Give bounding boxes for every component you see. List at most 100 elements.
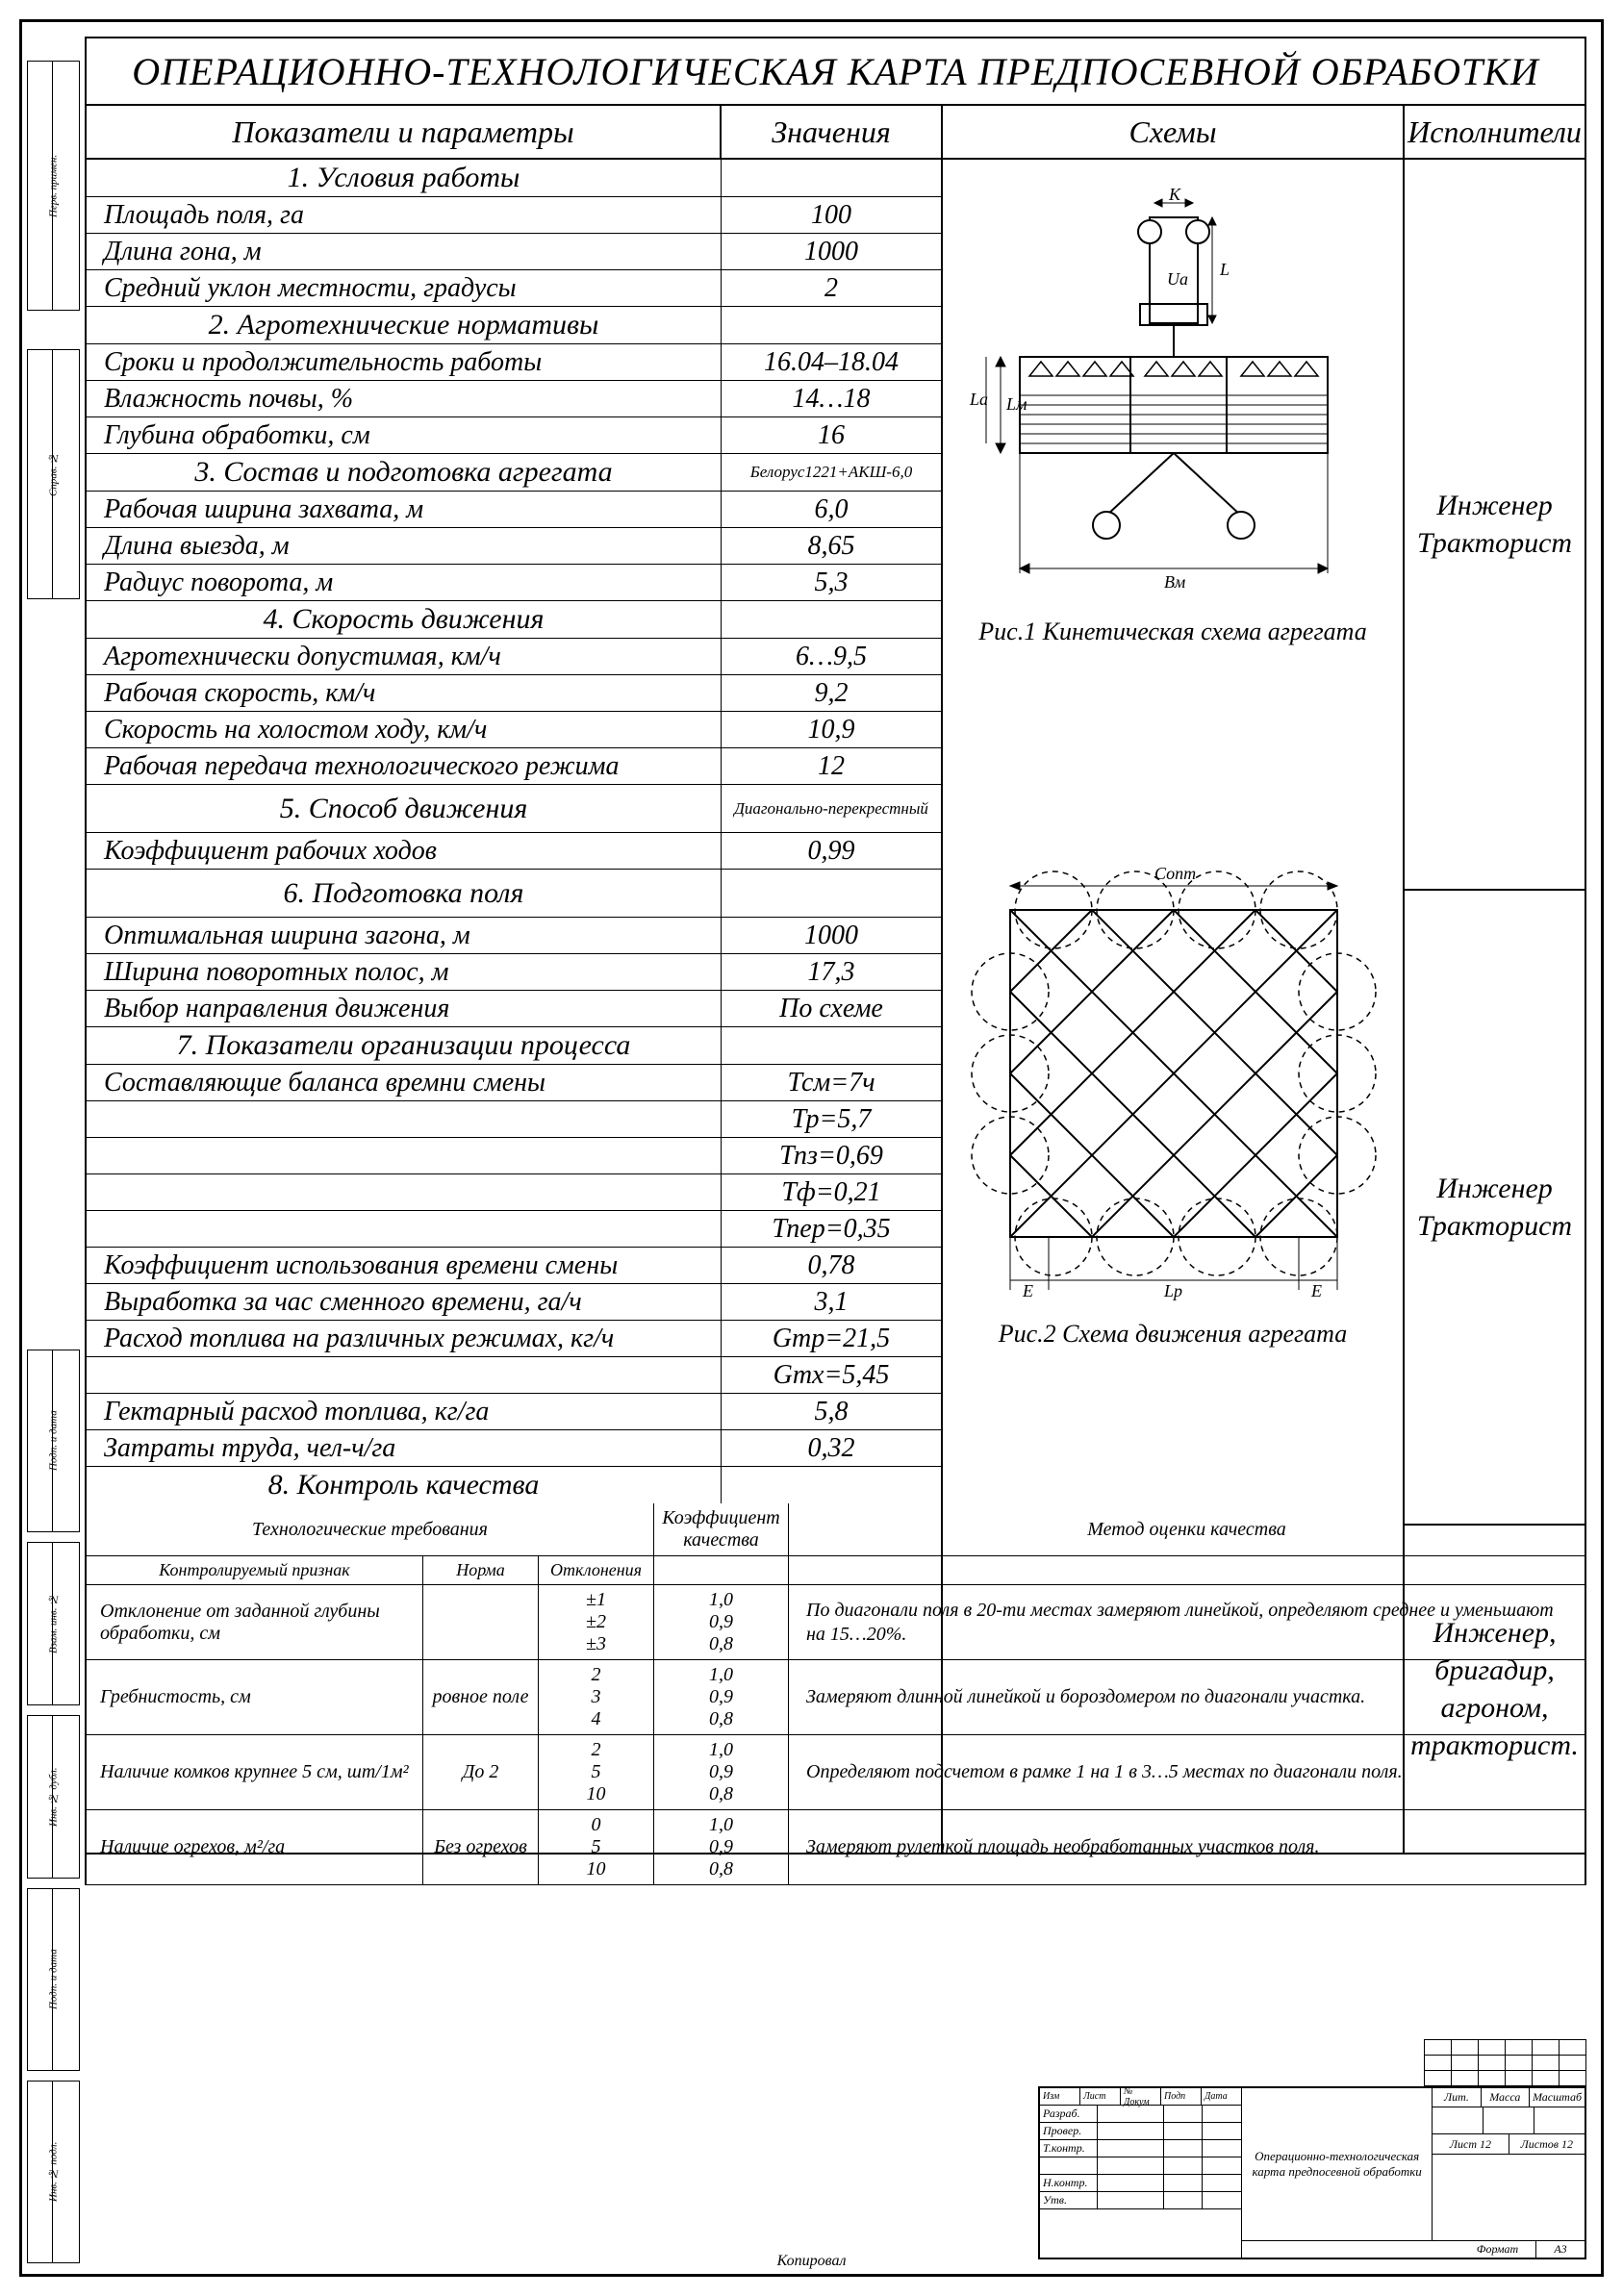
param-row: 5. Способ движенияДиагонально-перекрестн…	[87, 785, 941, 833]
param-name: 1. Условия работы	[87, 160, 722, 196]
param-row: Выбор направления движенияПо схеме	[87, 991, 941, 1027]
param-value: Gтх=5,45	[722, 1357, 941, 1393]
header-values: Значения	[722, 106, 943, 158]
param-value: 10,9	[722, 712, 941, 747]
stub: Справ. №	[27, 349, 80, 599]
param-name: Коэффициент использования времени смены	[87, 1248, 722, 1283]
param-value: Тпер=0,35	[722, 1211, 941, 1247]
executor-cell: ИнженерТракторист	[1405, 891, 1585, 1526]
param-row: Рабочая передача технологического режима…	[87, 748, 941, 785]
svg-text:E: E	[1310, 1281, 1322, 1300]
param-row: Скорость на холостом ходу, км/ч10,9	[87, 712, 941, 748]
revision-grid	[1424, 2039, 1586, 2086]
motion-scheme-svg: Сопт E Lр E	[962, 852, 1385, 1314]
param-value: 9,2	[722, 675, 941, 711]
param-row: Расход топлива на различных режимах, кг/…	[87, 1321, 941, 1357]
param-value: Диагонально-перекрестный	[722, 785, 941, 832]
param-row: Средний уклон местности, градусы2	[87, 270, 941, 307]
param-name: Расход топлива на различных режимах, кг/…	[87, 1321, 722, 1356]
param-row: Тпер=0,35	[87, 1211, 941, 1248]
param-row: 7. Показатели организации процесса	[87, 1027, 941, 1065]
svg-text:Lр: Lр	[1163, 1281, 1182, 1300]
param-name	[87, 1101, 722, 1137]
param-name: 4. Скорость движения	[87, 601, 722, 638]
param-value	[722, 1027, 941, 1064]
kinematic-scheme-svg: К L La Lм Ua Вм	[962, 189, 1385, 612]
param-row: Площадь поля, га100	[87, 197, 941, 234]
param-name: 5. Способ движения	[87, 785, 722, 832]
param-name: 7. Показатели организации процесса	[87, 1027, 722, 1064]
param-name	[87, 1174, 722, 1210]
param-name: Длина выезда, м	[87, 528, 722, 564]
param-row: Глубина обработки, см16	[87, 417, 941, 454]
param-value: По схеме	[722, 991, 941, 1026]
param-value: 1000	[722, 234, 941, 269]
param-row: Сроки и продолжительность работы16.04–18…	[87, 344, 941, 381]
param-name: 2. Агротехнические нормативы	[87, 307, 722, 343]
param-name: Затраты труда, чел-ч/га	[87, 1430, 722, 1466]
param-row: Длина гона, м1000	[87, 234, 941, 270]
param-row: Агротехнически допустимая, км/ч6…9,5	[87, 639, 941, 675]
param-row: Влажность почвы, %14…18	[87, 381, 941, 417]
param-value: 16	[722, 417, 941, 453]
param-value: Тф=0,21	[722, 1174, 941, 1210]
param-row: Тпз=0,69	[87, 1138, 941, 1174]
param-value: 16.04–18.04	[722, 344, 941, 380]
param-name: Выбор направления движения	[87, 991, 722, 1026]
param-name: Площадь поля, га	[87, 197, 722, 233]
param-row: Длина выезда, м8,65	[87, 528, 941, 565]
param-row: 1. Условия работы	[87, 160, 941, 197]
param-row: 3. Состав и подготовка агрегатаБелорус12…	[87, 454, 941, 492]
param-row: Выработка за час сменного времени, га/ч3…	[87, 1284, 941, 1321]
header-schemes: Схемы	[943, 106, 1405, 158]
param-value: Тр=5,7	[722, 1101, 941, 1137]
param-value: 100	[722, 197, 941, 233]
param-row: Оптимальная ширина загона, м1000	[87, 918, 941, 954]
param-row: 8. Контроль качества	[87, 1467, 941, 1503]
param-name: Оптимальная ширина загона, м	[87, 918, 722, 953]
param-value: 12	[722, 748, 941, 784]
param-name: Составляющие баланса времни смены	[87, 1065, 722, 1100]
param-value: 6,0	[722, 492, 941, 527]
svg-text:Сопт: Сопт	[1154, 864, 1196, 883]
param-row: Рабочая скорость, км/ч9,2	[87, 675, 941, 712]
param-name: 6. Подготовка поля	[87, 870, 722, 917]
param-value: Белорус1221+АКШ-6,0	[722, 454, 941, 491]
stub: Инв. № дубл.	[27, 1715, 80, 1879]
param-value: 17,3	[722, 954, 941, 990]
param-value	[722, 1467, 941, 1503]
param-row: 4. Скорость движения	[87, 601, 941, 639]
left-margin-stubs: Перв. примен. Справ. № Подп. и дата Взам…	[22, 22, 85, 2280]
stub: Перв. примен.	[27, 61, 80, 311]
drawing-sheet: Перв. примен. Справ. № Подп. и дата Взам…	[19, 19, 1604, 2277]
param-name: Выработка за час сменного времени, га/ч	[87, 1284, 722, 1320]
param-value	[722, 307, 941, 343]
param-value: 0,32	[722, 1430, 941, 1466]
param-value: Тсм=7ч	[722, 1065, 941, 1100]
param-name	[87, 1138, 722, 1173]
quality-row: Гребнистость, см ровное поле 234 1,00,90…	[87, 1660, 1585, 1735]
param-value: 2	[722, 270, 941, 306]
title-block: ИзмЛист№ ДокумПодпДата Разраб.Провер.Т.к…	[1038, 2086, 1586, 2259]
param-value: Gтр=21,5	[722, 1321, 941, 1356]
param-row: Ширина поворотных полос, м17,3	[87, 954, 941, 991]
svg-text:Вм: Вм	[1164, 572, 1186, 592]
param-row: Рабочая ширина захвата, м6,0	[87, 492, 941, 528]
param-name: Агротехнически допустимая, км/ч	[87, 639, 722, 674]
param-row: Gтх=5,45	[87, 1357, 941, 1394]
stub: Инв. № подл.	[27, 2081, 80, 2263]
quality-row: Наличие огрехов, м²/га Без огрехов 0510 …	[87, 1810, 1585, 1885]
param-value: 1000	[722, 918, 941, 953]
quality-table: Технологические требования Коэффициент к…	[85, 1503, 1586, 1885]
column-headers: Показатели и параметры Значения Схемы Ис…	[87, 106, 1585, 160]
stub: Подп. и дата	[27, 1888, 80, 2071]
param-name: Средний уклон местности, градусы	[87, 270, 722, 306]
param-row: Гектарный расход топлива, кг/га5,8	[87, 1394, 941, 1430]
param-name	[87, 1357, 722, 1393]
svg-text:Lм: Lм	[1005, 394, 1027, 414]
svg-text:E: E	[1022, 1281, 1033, 1300]
quality-row: Наличие комков крупнее 5 см, шт/1м² До 2…	[87, 1735, 1585, 1810]
param-value: 8,65	[722, 528, 941, 564]
param-row: Тф=0,21	[87, 1174, 941, 1211]
svg-text:К: К	[1168, 189, 1181, 204]
